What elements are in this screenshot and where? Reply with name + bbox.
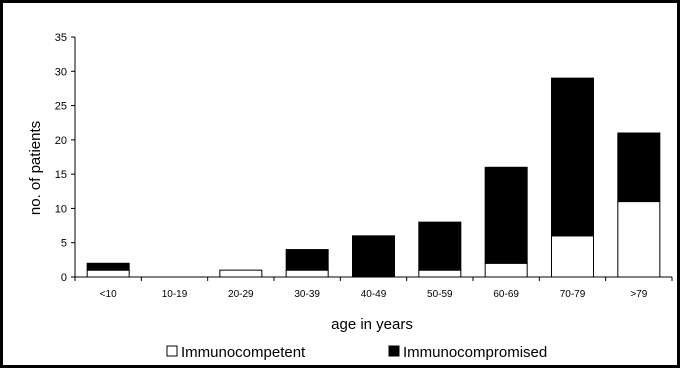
y-tick-label: 35 [55, 32, 67, 44]
x-tick-label: 60-69 [493, 289, 519, 300]
y-ticks: 0 5 10 15 20 25 30 35 [55, 32, 75, 284]
y-tick-label: 25 [55, 101, 67, 113]
bar-immunocompromised [285, 249, 329, 271]
bar-immunocompetent [484, 262, 528, 278]
x-tick-label: 20-29 [228, 289, 254, 300]
x-tick-label: >79 [630, 289, 647, 300]
legend-label: Immunocompetent [181, 344, 306, 361]
bar-immunocompromised [86, 262, 130, 271]
legend-swatch [388, 345, 400, 357]
legend: Immunocompetent Immunocompromised [166, 344, 547, 361]
x-tick-label: 70-79 [560, 289, 586, 300]
plot-area [74, 37, 672, 278]
y-tick-label: 5 [61, 238, 67, 250]
bar-immunocompetent [418, 269, 462, 278]
legend-swatch [166, 345, 178, 357]
y-tick-label: 0 [61, 272, 67, 284]
x-tick-label: 30-39 [294, 289, 320, 300]
x-tick-label: 50-59 [427, 289, 453, 300]
bar-immunocompetent [219, 269, 263, 278]
bar-immunocompromised [418, 221, 462, 271]
bar-immunocompromised [617, 132, 661, 203]
x-tick-label: <10 [100, 289, 117, 300]
y-tick-label: 30 [55, 66, 67, 78]
bar-immunocompetent [86, 269, 130, 278]
bar-immunocompromised [352, 235, 395, 278]
y-tick-label: 15 [55, 169, 67, 181]
bar-immunocompetent [285, 269, 329, 278]
bar-immunocompetent [551, 235, 594, 278]
y-tick-label: 10 [55, 203, 67, 215]
x-tick-label: 10-19 [162, 289, 188, 300]
legend-label: Immunocompromised [403, 344, 547, 361]
x-axis-label: age in years [331, 316, 413, 333]
x-ticks: <10 10-19 20-29 30-39 40-49 50-59 60-69 70-79 >7… [74, 277, 673, 300]
y-tick-label: 20 [55, 135, 67, 147]
bar-immunocompromised [484, 166, 528, 264]
bar-immunocompetent [617, 201, 661, 278]
bar-immunocompromised [551, 77, 594, 237]
y-axis-label: no. of patients [27, 121, 44, 215]
x-tick-label: 40-49 [361, 289, 387, 300]
